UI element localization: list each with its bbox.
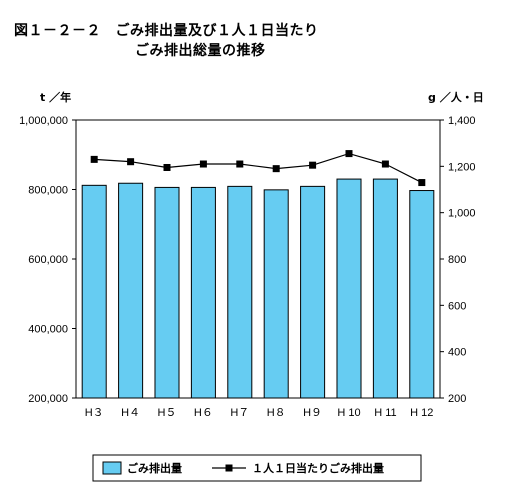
x-axis-category-label: H３ [85,407,104,419]
legend-box [92,454,422,482]
x-axis-category-label: H９ [303,407,322,419]
per-capita-marker [127,158,135,166]
bar [81,184,107,399]
right-axis-tick-label: 400 [448,347,466,359]
right-axis-tick-label: 200 [448,393,466,405]
left-axis-tick-label: 1,000,000 [19,115,68,127]
right-axis-tick-label: 800 [448,254,466,266]
legend-line-label: １人１日当たりごみ排出量 [252,461,384,475]
x-axis-category-label: H８ [267,407,286,419]
right-axis-tick-label: 1,000 [448,208,476,220]
x-axis-category-label: H 10 [337,407,360,419]
bar [154,186,180,399]
bar [227,185,253,399]
bar [336,178,362,399]
bar [263,189,289,399]
right-axis-tick-label: 600 [448,300,466,312]
x-axis-category-label: H 12 [410,407,433,419]
per-capita-line [94,152,423,184]
right-axis-tick-label: 1,400 [448,115,476,127]
bar [409,190,435,399]
per-capita-marker [345,150,353,158]
right-axis-unit: g ／人・日 [428,90,484,104]
left-axis-tick-label: 400,000 [28,324,68,336]
bar [300,185,326,399]
x-axis-category-label: H６ [194,407,213,419]
bar [118,182,144,399]
per-capita-marker [163,163,171,171]
legend-bar-label: ごみ排出量 [127,461,182,475]
per-capita-marker [90,155,98,163]
bar [190,186,216,399]
chart-title-line-2: ごみ排出総量の推移 [135,43,266,59]
legend-line-marker [225,464,233,472]
chart-title-line-1: 図１－２－２ ごみ排出量及び１人１日当たり [14,23,319,39]
per-capita-marker [418,179,426,187]
per-capita-marker [199,160,207,168]
legend-bar-swatch [102,461,122,475]
per-capita-marker [236,160,244,168]
left-axis-tick-label: 600,000 [28,254,68,266]
right-axis-tick-label: 1,200 [448,161,476,173]
left-axis-unit: t ／年 [40,90,71,104]
left-axis-tick-label: 200,000 [28,393,68,405]
left-axis-tick-label: 800,000 [28,185,68,197]
x-axis-category-label: H７ [230,407,249,419]
per-capita-marker [309,161,317,169]
per-capita-marker [381,160,389,168]
per-capita-marker [272,165,280,173]
bar [372,178,398,399]
x-axis-category-label: H４ [121,407,140,419]
x-axis-category-label: H 11 [374,407,396,419]
x-axis-category-label: H５ [158,407,177,419]
